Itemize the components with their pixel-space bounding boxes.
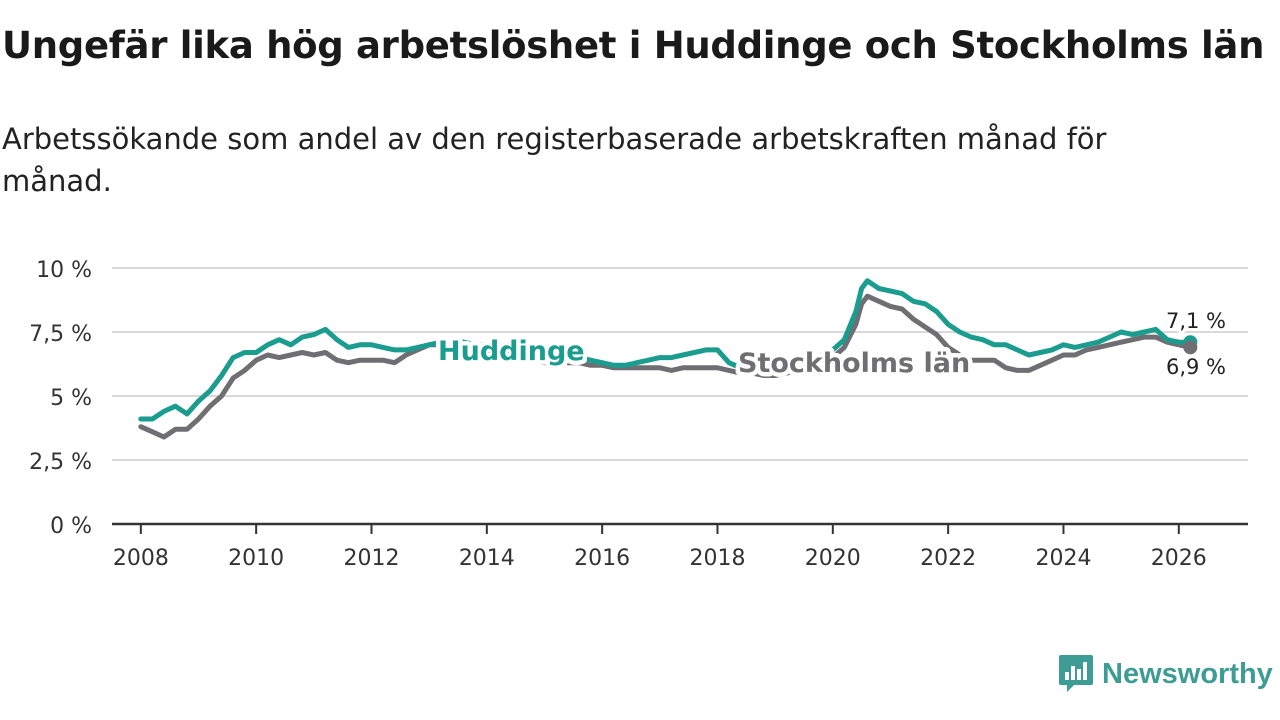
x-tick-label: 2024 [1035,546,1091,571]
x-tick-label: 2022 [920,546,976,571]
series-line-stockholms-län [138,293,1193,440]
newsworthy-logo-icon [1059,655,1093,692]
end-point-stockholms-län [1183,340,1198,355]
brand-name: Newsworthy [1102,657,1273,690]
x-axis: 2008 2010 2012 2014 2016 2018 2020 2022 2024 2026 [112,522,1248,571]
y-tick-label: 7,5 % [29,322,92,347]
series-label-huddinge-halo: Huddinge [438,336,585,367]
newsworthy-logo: Newsworthy [1058,654,1273,694]
end-label-huddinge: 7,1 % [1166,309,1226,333]
end-label-stockholm-halo: 6,9 % [1166,355,1226,379]
x-tick-label: 2026 [1151,546,1207,571]
series-label-huddinge: Huddinge [438,336,585,367]
x-tick-label: 2016 [574,546,630,571]
end-label-huddinge-halo: 7,1 % [1166,309,1226,333]
x-tick-label: 2018 [689,546,745,571]
x-tick-label: 2012 [343,546,399,571]
y-tick-label: 5 % [50,386,92,411]
series-lines [138,278,1198,440]
x-tick-label: 2014 [459,546,515,571]
chart-title: Ungefär lika hög arbetslöshet i Huddinge… [2,24,1265,67]
y-axis: 0 % 2,5 % 5 % 7,5 % 10 % [29,258,92,539]
series-label-stockholm: Stockholms län [738,348,970,379]
chart-subtitle: Arbetssökande som andel av den registerb… [2,122,1107,198]
y-tick-label: 0 % [50,514,92,539]
x-tick-label: 2020 [805,546,861,571]
y-tick-label: 10 % [36,258,92,283]
series-label-stockholm-halo: Stockholms län [738,348,970,379]
x-tick-label: 2010 [228,546,284,571]
end-label-stockholm: 6,9 % [1166,355,1226,379]
y-tick-label: 2,5 % [29,450,92,475]
grid-lines [112,267,1248,461]
x-tick-label: 2008 [113,546,169,571]
series-line-huddinge [138,278,1193,422]
